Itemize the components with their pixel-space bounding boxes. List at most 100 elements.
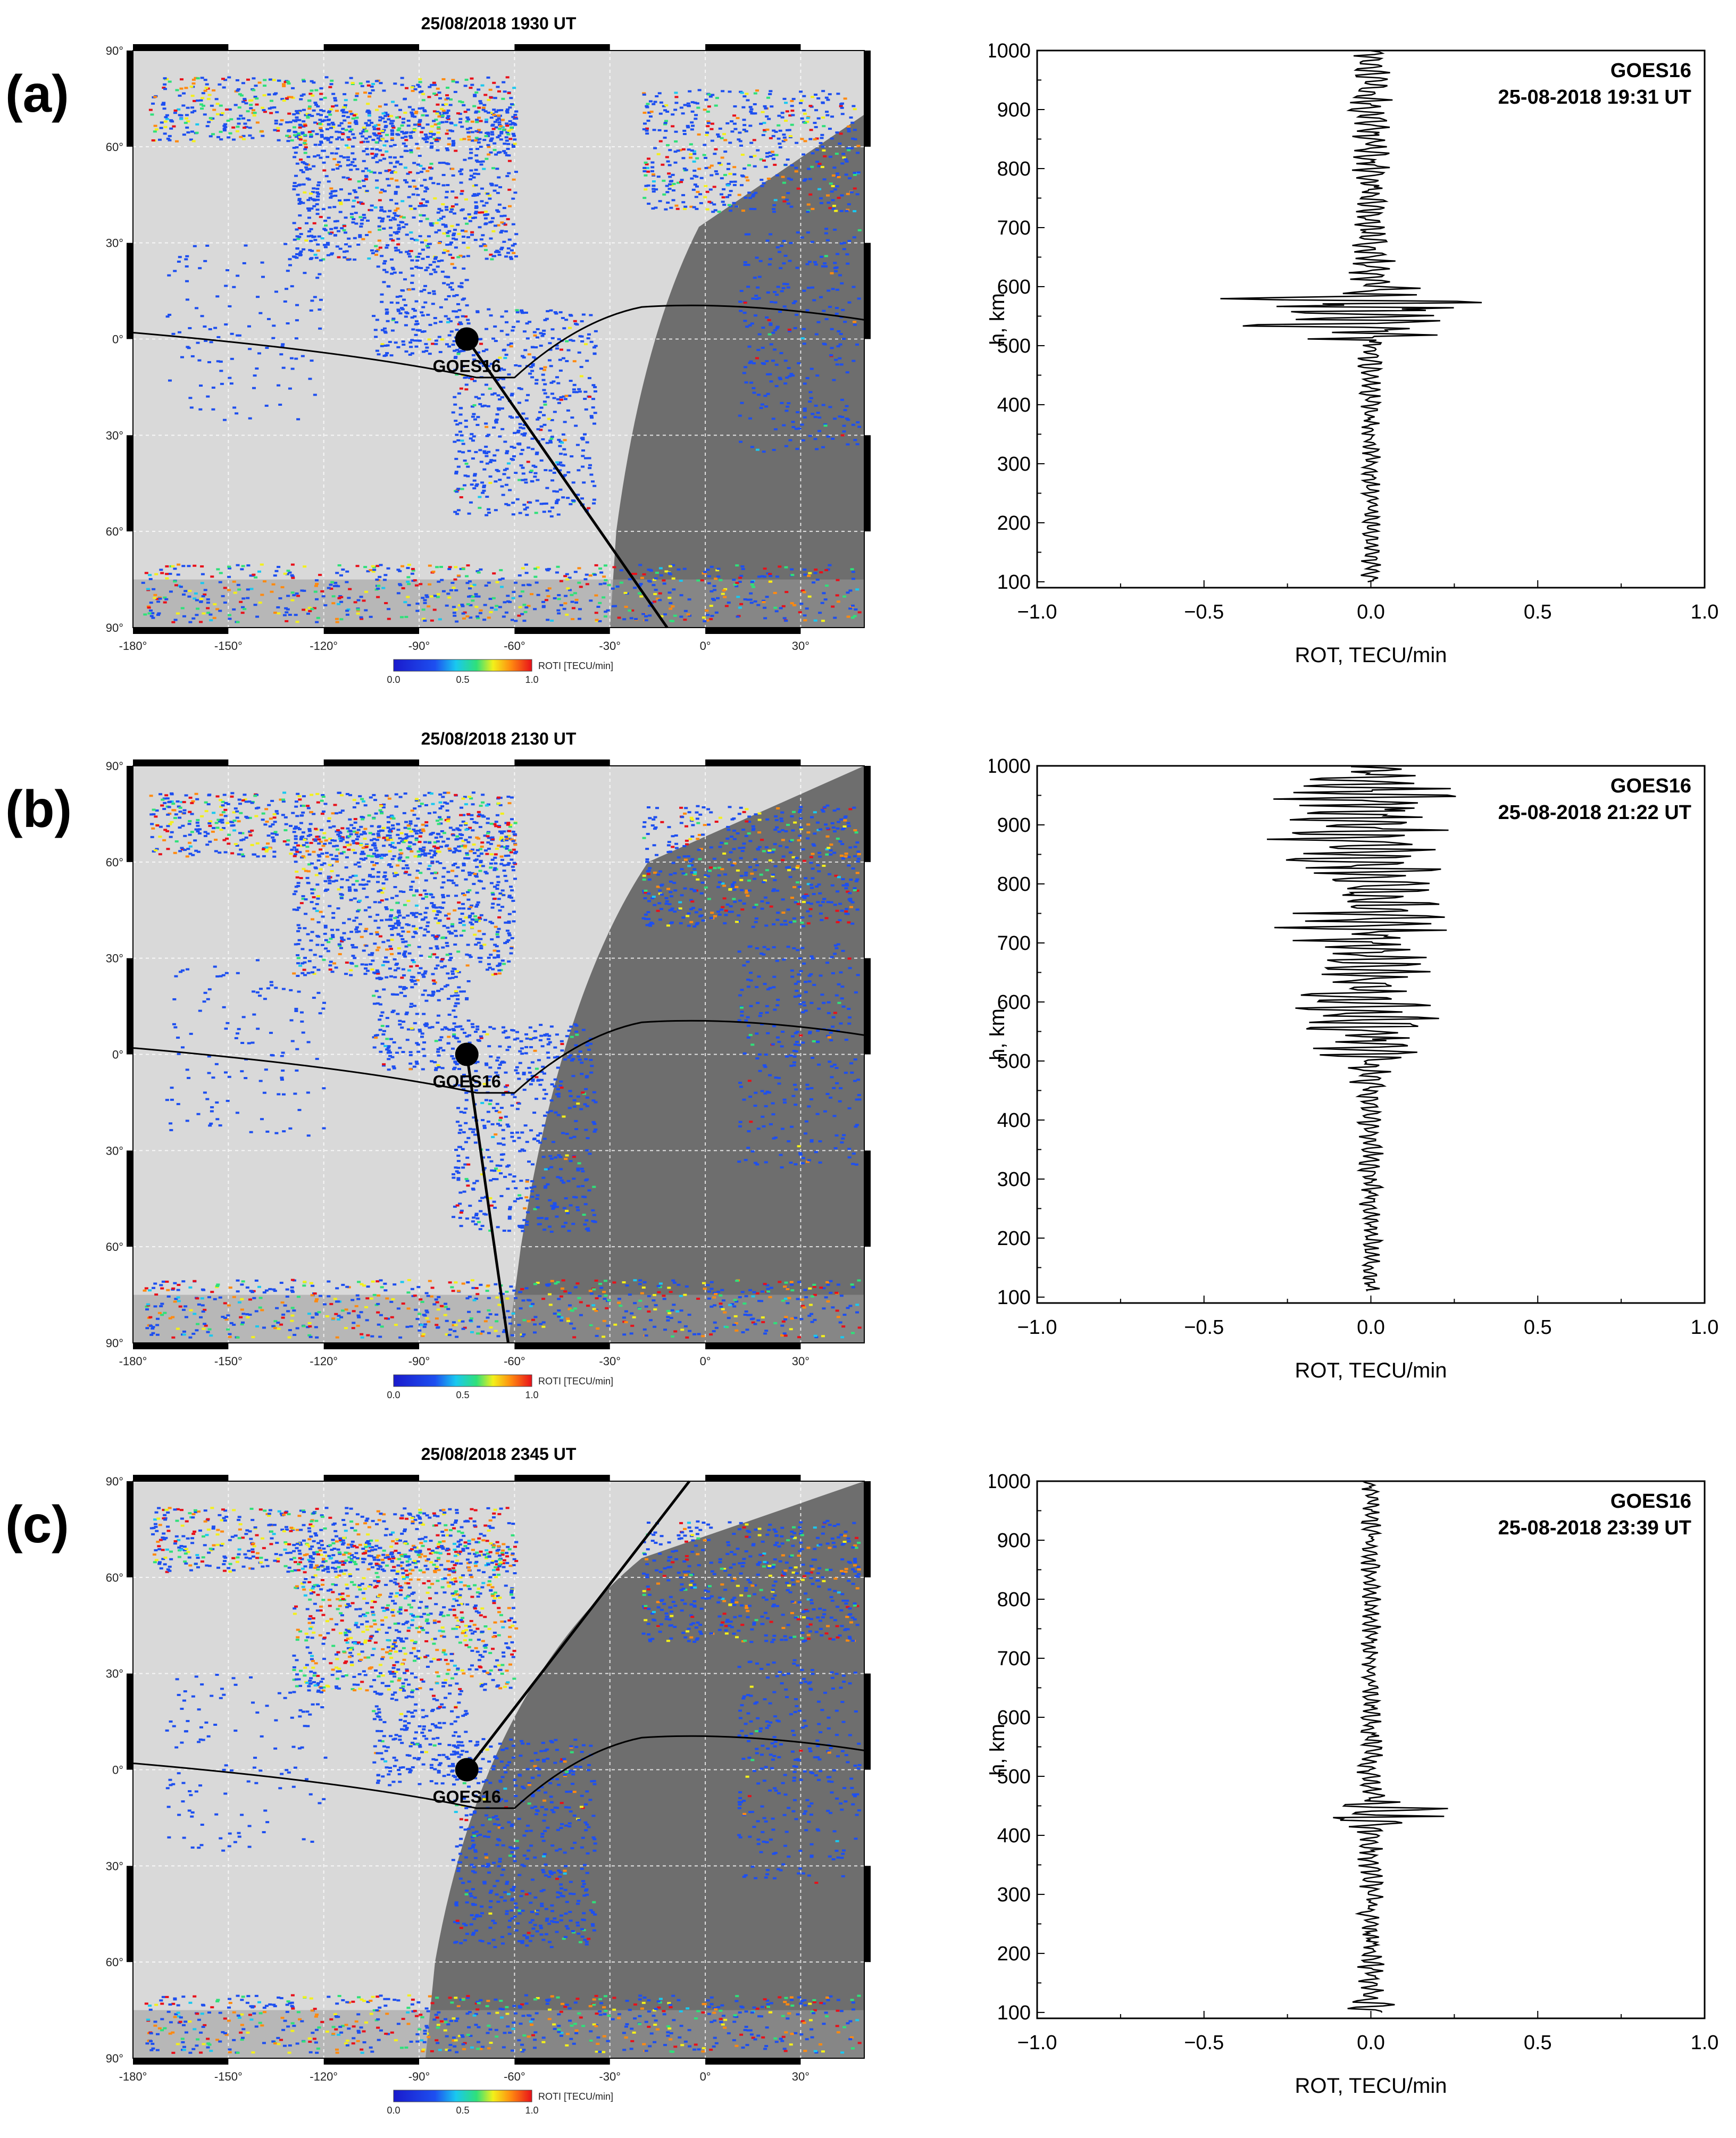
roti-point [803, 382, 807, 385]
roti-point [396, 834, 399, 836]
roti-point [725, 605, 729, 607]
roti-point [448, 254, 452, 256]
roti-point [444, 224, 447, 226]
roti-point [210, 575, 214, 578]
roti-point [415, 300, 419, 303]
roti-point [225, 108, 229, 111]
map-lon-tick: 30° [792, 639, 809, 653]
roti-point [519, 453, 523, 455]
roti-point [744, 302, 747, 304]
roti-point [564, 395, 568, 397]
roti-point [315, 277, 319, 279]
roti-point [336, 929, 339, 931]
roti-point [429, 163, 433, 165]
roti-point [295, 110, 298, 112]
rot-trace [1221, 51, 1482, 582]
x-axis-label: ROT, TECU/min [1295, 644, 1447, 667]
roti-point [313, 239, 317, 241]
roti-point [363, 838, 366, 840]
roti-point [453, 229, 457, 231]
roti-point [858, 229, 862, 231]
roti-point [831, 199, 835, 201]
roti-point [421, 114, 425, 116]
roti-point [388, 918, 392, 921]
roti-point [524, 611, 528, 613]
roti-point [462, 138, 466, 140]
roti-point [491, 859, 495, 861]
roti-point [533, 335, 537, 337]
roti-point [184, 122, 188, 124]
roti-point [377, 265, 380, 268]
roti-point [182, 801, 186, 803]
roti-point [542, 503, 546, 505]
roti-point [807, 287, 811, 289]
roti-point [237, 588, 241, 590]
roti-point [754, 295, 758, 297]
roti-point [325, 175, 329, 177]
roti-point [478, 100, 482, 102]
roti-point [523, 508, 527, 511]
roti-point [493, 460, 496, 462]
roti-point [496, 876, 500, 878]
roti-point [410, 250, 413, 252]
roti-point [346, 614, 349, 616]
roti-point [556, 566, 560, 568]
roti-point [204, 589, 207, 591]
roti-point [173, 112, 177, 114]
roti-point [466, 319, 470, 321]
roti-point [465, 116, 469, 119]
roti-point [399, 935, 403, 937]
roti-point [453, 968, 457, 970]
roti-point [690, 128, 694, 130]
roti-point [343, 932, 346, 934]
roti-point [783, 137, 787, 139]
roti-point [351, 133, 355, 135]
roti-point [219, 138, 223, 140]
roti-point [379, 936, 382, 938]
roti-point [679, 580, 683, 582]
roti-point [190, 813, 194, 815]
roti-point [510, 947, 513, 949]
roti-point [407, 583, 411, 585]
roti-point [748, 197, 752, 199]
roti-point [553, 472, 556, 474]
roti-point [474, 184, 478, 186]
roti-point [328, 206, 331, 208]
roti-point [413, 123, 417, 126]
roti-point [206, 607, 210, 609]
roti-point [435, 956, 439, 958]
roti-point [204, 79, 207, 81]
roti-point [662, 180, 665, 182]
roti-point [148, 574, 152, 576]
roti-point [560, 348, 563, 350]
roti-point [543, 400, 547, 403]
roti-point [455, 203, 458, 205]
roti-point [507, 862, 511, 864]
roti-point [373, 847, 377, 849]
roti-point [525, 506, 529, 508]
roti-point [381, 941, 385, 943]
roti-point [744, 598, 747, 600]
roti-point [477, 193, 481, 195]
roti-point [355, 842, 359, 844]
roti-point [483, 245, 487, 247]
roti-point [152, 809, 156, 811]
roti-point [722, 196, 725, 198]
roti-point [356, 910, 360, 912]
roti-point [255, 97, 258, 99]
roti-point [327, 180, 331, 182]
roti-point [355, 931, 358, 933]
roti-point [489, 96, 493, 98]
roti-point [703, 196, 707, 198]
border-tick [133, 44, 228, 51]
roti-point [313, 907, 316, 909]
roti-point [400, 938, 404, 940]
roti-point [715, 97, 719, 99]
roti-point [818, 163, 822, 165]
roti-point [518, 365, 522, 367]
roti-point [792, 604, 796, 606]
roti-point [443, 249, 447, 251]
roti-point [402, 867, 405, 870]
roti-point [494, 97, 497, 99]
roti-point [674, 131, 678, 133]
